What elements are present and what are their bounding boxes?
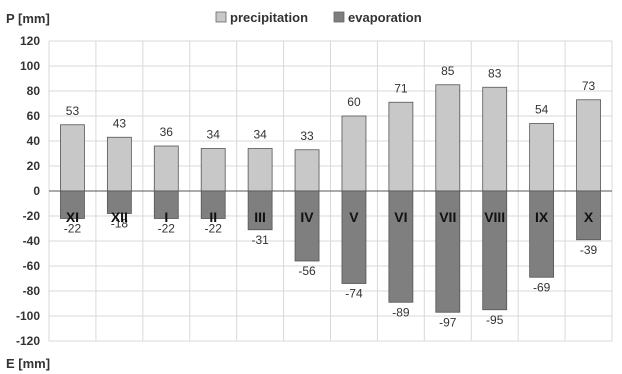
bars [60,84,601,313]
data-label-precipitation: 33 [300,129,314,143]
data-label-precipitation: 34 [253,128,267,142]
category-label: IX [535,209,549,225]
category-label: XII [111,209,128,225]
data-label-precipitation: 71 [394,81,408,95]
y-tick-label: 0 [33,184,40,198]
y-axis-title-bottom: E [mm] [6,356,50,371]
bar-evaporation-I [153,190,179,219]
bar-evaporation-XI [60,190,85,219]
bar-evaporation-VIII [482,190,508,311]
y-tick-label: -60 [23,259,41,273]
y-tick-label: 100 [20,59,40,73]
bar-precipitation-I [153,145,179,192]
data-label-evaporation: -18 [111,217,129,231]
data-label-precipitation: 43 [113,116,127,130]
labels: 53-22XI43-18XII36-22I34-22II34-31III33-5… [64,64,598,330]
bar-evaporation-III [247,190,273,231]
bar-evaporation-VII [435,190,461,313]
category-label: I [164,209,168,225]
category-label: VIII [484,209,505,225]
data-label-evaporation: -22 [64,222,82,236]
y-tick-label: 60 [27,109,41,123]
category-label: II [209,209,217,225]
bar-precipitation-XII [106,136,132,192]
data-label-evaporation: -22 [205,222,223,236]
bar-evaporation-XII [106,190,132,214]
data-label-evaporation: -39 [580,243,598,257]
legend-label-precipitation: precipitation [230,10,308,25]
category-label: III [254,209,266,225]
legend-swatch-precipitation [215,11,227,23]
bar-evaporation-VI [388,190,414,303]
legend-label-evaporation: evaporation [348,10,422,25]
legend-swatch-evaporation [333,11,345,23]
y-tick-label: 120 [20,34,40,48]
y-tick-label: 40 [27,134,41,148]
data-label-evaporation: -97 [439,315,457,329]
data-label-precipitation: 34 [207,128,221,142]
bar-precipitation-IX [529,123,555,192]
bar-evaporation-V [341,190,367,284]
bar-precipitation-VII [435,84,461,192]
data-label-evaporation: -56 [298,264,316,278]
bar-precipitation-III [247,148,273,192]
category-label: X [584,209,594,225]
bar-precipitation-II [200,148,226,192]
bar-evaporation-IV [294,190,320,262]
data-label-precipitation: 83 [488,66,502,80]
bar-evaporation-IX [529,190,555,278]
legend: precipitation evaporation [215,10,422,25]
bar-precipitation-X [576,99,601,192]
data-label-precipitation: 53 [66,104,80,118]
bar-precipitation-XI [60,124,85,192]
y-tick-label: -120 [16,334,40,348]
bar-precipitation-IV [294,149,320,192]
y-tick-label: -40 [23,234,41,248]
category-label: VI [394,209,407,225]
category-label: IV [300,209,314,225]
data-label-precipitation: 36 [160,125,174,139]
data-label-precipitation: 85 [441,64,455,78]
y-tick-label: -80 [23,284,41,298]
data-label-evaporation: -69 [533,280,551,294]
grid [48,40,613,342]
data-label-evaporation: -74 [345,287,363,301]
data-label-precipitation: 60 [347,95,361,109]
category-label: XI [66,209,79,225]
axes: P [mm] E [mm] -120 -100 -80 -60 -40 -20 0 20 40 6… [6,11,50,371]
data-label-evaporation: -95 [486,313,504,327]
bar-evaporation-X [576,190,601,241]
data-label-precipitation: 54 [535,103,549,117]
data-label-evaporation: -89 [392,305,410,319]
y-tick-label: -100 [16,309,40,323]
data-label-evaporation: -22 [158,222,176,236]
bar-precipitation-V [341,115,367,192]
y-tick-label: 20 [27,159,41,173]
data-label-evaporation: -31 [251,233,269,247]
bar-precipitation-VI [388,101,414,192]
y-tick-label: -20 [23,209,41,223]
bar-precipitation-VIII [482,86,508,192]
category-label: V [349,209,359,225]
category-label: VII [439,209,456,225]
y-tick-label: 80 [27,84,41,98]
data-label-precipitation: 73 [582,79,596,93]
y-axis-title-top: P [mm] [6,11,50,26]
bar-evaporation-II [200,190,226,219]
